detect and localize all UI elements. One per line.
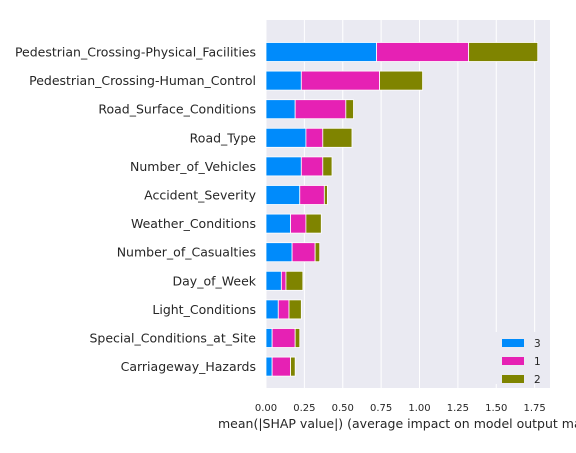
category-label-7: Number_of_Casualties (117, 245, 256, 260)
bar-Accident_Severity-series-1 (299, 185, 325, 205)
legend-label-1: 1 (534, 356, 541, 368)
legend-swatch-2 (502, 375, 524, 383)
x-tick-label-1: 0.25 (293, 403, 315, 414)
bar-Road_Type-series-2 (322, 127, 353, 148)
bar-Pedestrian_Crossing-Physical_Facilities-series-2 (468, 42, 539, 62)
legend-label-3: 3 (534, 338, 541, 350)
bar-Pedestrian_Crossing-Physical_Facilities-series-3 (265, 42, 377, 62)
bar-Day_of_Week-series-3 (265, 270, 282, 291)
bar-Weather_Conditions-series-3 (265, 213, 291, 234)
category-label-4: Number_of_Vehicles (130, 159, 256, 174)
bar-Road_Surface_Conditions-series-2 (345, 99, 354, 120)
bar-Weather_Conditions-series-2 (305, 213, 322, 234)
bar-Light_Conditions-series-3 (265, 299, 279, 320)
bar-Day_of_Week-series-1 (280, 270, 287, 291)
x-axis-title: mean(|SHAP value|) (average impact on mo… (218, 416, 576, 431)
category-label-10: Special_Conditions_at_Site (89, 331, 256, 346)
bar-Pedestrian_Crossing-Human_Control-series-1 (300, 70, 380, 91)
category-label-8: Day_of_Week (173, 273, 257, 288)
bar-Special_Conditions_at_Site-series-3 (265, 328, 273, 348)
bar-Road_Surface_Conditions-series-3 (265, 99, 296, 120)
x-tick-label-3: 0.75 (370, 403, 392, 414)
bars (265, 42, 539, 377)
legend: 3 1 2 (494, 332, 546, 386)
category-labels: Pedestrian_Crossing-Physical_Facilities P… (15, 45, 257, 375)
bar-Number_of_Casualties-series-3 (265, 242, 293, 263)
x-tick-label-0: 0.00 (255, 403, 277, 414)
legend-swatch-3 (502, 339, 524, 347)
category-label-9: Light_Conditions (152, 302, 256, 317)
bar-Accident_Severity-series-2 (323, 185, 328, 205)
bar-Special_Conditions_at_Site-series-1 (271, 328, 296, 348)
bar-Number_of_Casualties-series-2 (314, 242, 321, 263)
x-tick-label-5: 1.25 (447, 403, 469, 414)
bar-Accident_Severity-series-3 (265, 185, 301, 205)
category-label-3: Road_Type (190, 130, 257, 145)
bar-Light_Conditions-series-1 (277, 299, 290, 320)
x-tick-label-7: 1.75 (524, 403, 546, 414)
legend-label-2: 2 (534, 374, 541, 386)
x-tick-label-2: 0.50 (332, 403, 354, 414)
bar-Number_of_Vehicles-series-1 (300, 156, 324, 177)
bar-Weather_Conditions-series-1 (290, 213, 307, 234)
bar-Pedestrian_Crossing-Human_Control-series-3 (265, 70, 302, 91)
bar-Road_Type-series-1 (305, 127, 324, 148)
x-tick-labels: 0.00 0.25 0.50 0.75 1.00 1.25 1.50 1.75 (255, 403, 546, 414)
x-tick-label-6: 1.50 (485, 403, 507, 414)
bar-Pedestrian_Crossing-Human_Control-series-2 (379, 70, 423, 91)
bar-Light_Conditions-series-2 (288, 299, 302, 320)
bar-Special_Conditions_at_Site-series-2 (294, 328, 301, 348)
category-label-0: Pedestrian_Crossing-Physical_Facilities (15, 45, 256, 60)
bar-Pedestrian_Crossing-Physical_Facilities-series-1 (376, 42, 470, 62)
category-label-1: Pedestrian_Crossing-Human_Control (29, 73, 256, 88)
x-tick-label-4: 1.00 (408, 403, 430, 414)
bar-Road_Surface_Conditions-series-1 (294, 99, 347, 120)
bar-Carriageway_Hazards-series-3 (265, 356, 273, 377)
bar-Carriageway_Hazards-series-1 (271, 356, 291, 377)
bar-Carriageway_Hazards-series-2 (290, 356, 296, 377)
bar-Number_of_Vehicles-series-2 (322, 156, 333, 177)
bar-Number_of_Casualties-series-1 (291, 242, 316, 263)
category-label-2: Road_Surface_Conditions (98, 102, 256, 117)
bar-Road_Type-series-3 (265, 127, 307, 148)
bar-Day_of_Week-series-2 (285, 270, 304, 291)
category-label-6: Weather_Conditions (131, 216, 256, 231)
legend-swatch-1 (502, 357, 524, 365)
category-label-11: Carriageway_Hazards (121, 359, 256, 374)
bar-Number_of_Vehicles-series-3 (265, 156, 302, 177)
category-label-5: Accident_Severity (144, 188, 256, 203)
